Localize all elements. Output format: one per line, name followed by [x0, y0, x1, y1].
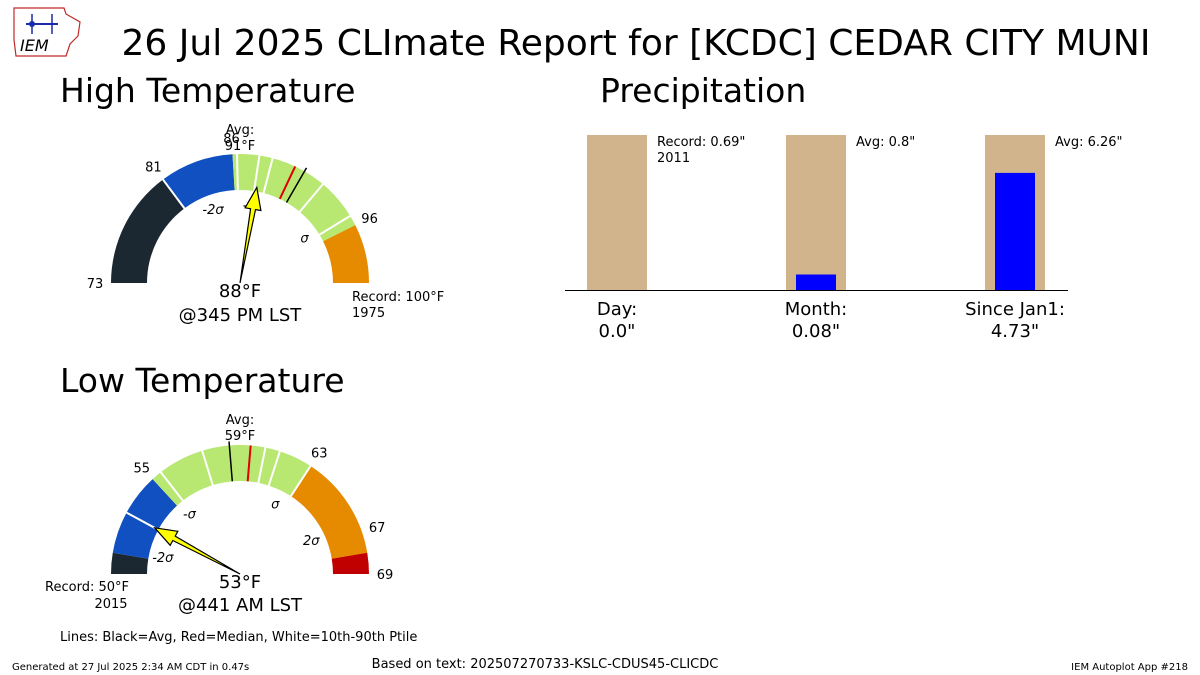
- low-temp-title: Low Temperature: [60, 361, 345, 400]
- footer-generated: Generated at 27 Jul 2025 2:34 AM CDT in …: [12, 662, 249, 673]
- gauge-tick-label: 81: [145, 161, 162, 176]
- low-avg-label: Avg:: [226, 413, 254, 428]
- percentile-line-1: [235, 152, 239, 193]
- observed-bar: [995, 172, 1035, 290]
- gauge-tick-label: 86: [223, 132, 240, 147]
- gauge-band-0: [111, 179, 185, 283]
- gauge-sigma-label: -2σ: [202, 203, 224, 218]
- high-observed-value: 88°F: [219, 281, 261, 302]
- percentile-line-4: [297, 182, 325, 214]
- iem-logo: IEM: [13, 7, 81, 57]
- gauge-band-0: [111, 552, 149, 574]
- precip-bar-chart: Record: 0.69"2011 Day:0.0" Avg: 0.8" Month:…: [565, 135, 1123, 342]
- percentile-line-2: [252, 153, 261, 194]
- high-record-year: 1975: [352, 306, 385, 321]
- percentile-line-3: [256, 445, 267, 485]
- reference-label: Avg: 6.26": [1055, 135, 1123, 150]
- low-record-label: Record: 50°F: [45, 580, 129, 595]
- category-label: Since Jan1:: [965, 299, 1065, 320]
- gauge-band-3: [290, 466, 368, 559]
- gauge-tick-label: 96: [361, 212, 378, 227]
- gauge-sigma-label: 2σ: [303, 534, 320, 549]
- low-temp-gauge: 55 63 67 69 -2σ -σ σ 2σ Avg: 59°F 53°F @441 AM…: [45, 413, 393, 616]
- gauge-tick-label: 63: [311, 447, 328, 462]
- gauge-tick-label: 73: [87, 277, 104, 292]
- low-avg-value: 59°F: [225, 429, 256, 444]
- low-observed-time: @441 AM LST: [178, 595, 303, 616]
- reference-bar: [786, 135, 846, 290]
- observed-value-pointer: [153, 526, 241, 575]
- category-label: Month:: [785, 299, 847, 320]
- gauge-band-1: [162, 154, 235, 209]
- gauge-band-4: [331, 552, 369, 574]
- median-line: [246, 445, 252, 482]
- reference-year: 2011: [657, 151, 690, 166]
- reference-label: Record: 0.69": [657, 135, 745, 150]
- high-observed-time: @345 PM LST: [179, 305, 303, 326]
- gauge-band-1: [112, 479, 178, 559]
- high-avg-label: Avg:: [226, 123, 254, 138]
- percentile-line-0: [160, 177, 187, 211]
- low-record-year: 2015: [94, 597, 127, 612]
- gauge-sigma-label: -2σ: [152, 551, 174, 566]
- percentile-line-3: [262, 156, 275, 196]
- precip-title: Precipitation: [600, 71, 806, 110]
- gauge-sigma-label: σ: [271, 497, 280, 512]
- observed-value-pointer: [239, 185, 262, 284]
- logo-text: IEM: [20, 36, 49, 55]
- high-temp-title: High Temperature: [60, 71, 355, 110]
- gauge-tick-label: 67: [369, 521, 386, 536]
- footer-source-text: Based on text: 202507270733-KSLC-CDUS45-…: [372, 657, 719, 672]
- figure-title: 26 Jul 2025 CLImate Report for [KCDC] CE…: [122, 23, 1151, 64]
- percentile-line-2: [200, 448, 215, 488]
- percentile-line-5: [288, 463, 313, 499]
- lines-legend-note: Lines: Black=Avg, Red=Median, White=10th…: [60, 630, 417, 645]
- gauge-tick-label: 55: [134, 461, 151, 476]
- gauge-band-2: [232, 153, 356, 242]
- reference-label: Avg: 0.8": [856, 135, 915, 150]
- footer-app: IEM Autoplot App #218: [1071, 662, 1188, 673]
- gauge-tick-label: 69: [377, 568, 394, 583]
- category-value: 4.73": [991, 321, 1039, 342]
- low-observed-value: 53°F: [219, 572, 261, 593]
- category-value: 0.08": [792, 321, 840, 342]
- category-value: 0.0": [599, 321, 636, 342]
- median-line: [278, 165, 297, 200]
- observed-bar: [796, 274, 836, 290]
- percentile-line-4: [267, 449, 282, 488]
- gauge-sigma-label: -σ: [183, 507, 197, 522]
- average-line: [228, 441, 234, 482]
- average-line: [285, 167, 308, 203]
- gauge-sigma-label: σ: [300, 231, 309, 246]
- high-record-label: Record: 100°F: [352, 290, 444, 305]
- percentile-line-1: [158, 470, 185, 503]
- category-label: Day:: [597, 299, 637, 320]
- gauge-band-3: [323, 225, 369, 283]
- percentile-line-5: [317, 214, 353, 237]
- high-avg-value: 91°F: [225, 139, 256, 154]
- reference-bar: [587, 135, 647, 290]
